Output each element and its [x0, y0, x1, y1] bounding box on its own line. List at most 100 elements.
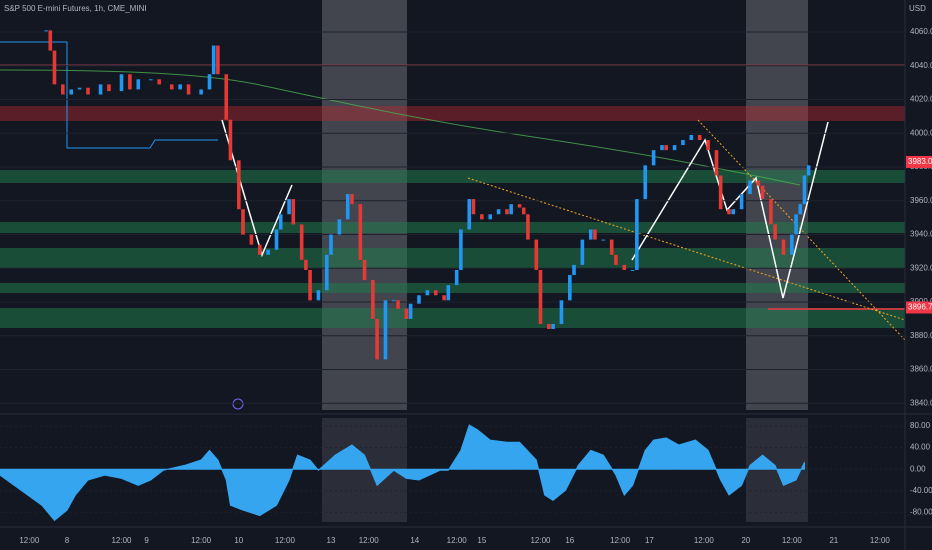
- y-tick-label: 3960.00: [910, 196, 932, 205]
- candle: [718, 175, 723, 210]
- y-tick-label: 3920.00: [910, 263, 932, 272]
- x-tick-label: 12:00: [191, 536, 212, 545]
- candle: [404, 308, 409, 319]
- candle: [572, 264, 576, 276]
- x-tick-label: 12:00: [19, 536, 40, 545]
- x-tick-label: 20: [741, 536, 750, 545]
- candle: [446, 285, 451, 301]
- candle: [345, 194, 350, 220]
- candle: [534, 239, 539, 270]
- y-tick-label: 0.00: [910, 464, 926, 473]
- candle: [178, 84, 182, 90]
- candle: [756, 180, 761, 186]
- x-tick-label: 8: [65, 536, 70, 545]
- candle: [467, 199, 472, 230]
- candle: [287, 199, 291, 215]
- candle: [77, 87, 82, 90]
- candle: [798, 204, 803, 215]
- x-tick-label: 12:00: [694, 536, 715, 545]
- y-tick-label: 3940.00: [910, 230, 932, 239]
- candle: [107, 84, 111, 92]
- candle: [471, 199, 476, 215]
- candle: [396, 300, 400, 309]
- x-tick-label: 10: [234, 536, 243, 545]
- candle: [199, 89, 203, 95]
- candle: [186, 84, 191, 95]
- support-zone: [0, 170, 905, 183]
- support-zone: [0, 308, 905, 328]
- candle: [308, 269, 312, 301]
- candle: [748, 180, 752, 195]
- y-tick-label: 4000.00: [910, 128, 932, 137]
- candle: [651, 150, 656, 166]
- candle: [61, 84, 65, 95]
- candle: [538, 269, 543, 324]
- candle: [383, 300, 388, 360]
- candle: [559, 300, 564, 324]
- x-tick-label: 17: [645, 536, 654, 545]
- candle: [375, 318, 379, 360]
- x-tick-label: 15: [477, 536, 486, 545]
- y-tick-label: 4020.00: [910, 95, 932, 104]
- support-zone: [0, 222, 905, 233]
- candle: [781, 239, 786, 255]
- candle: [664, 145, 668, 151]
- candle: [480, 214, 484, 220]
- trail-line: [0, 41, 218, 149]
- event-icon: [232, 398, 244, 410]
- session-shade: [746, 0, 808, 410]
- candle: [609, 239, 614, 255]
- candle: [86, 87, 90, 95]
- candle: [257, 244, 262, 255]
- y-tick-label: 4060.00: [910, 27, 932, 36]
- candle: [211, 45, 216, 75]
- candle: [588, 229, 593, 240]
- candle: [622, 264, 627, 270]
- candle: [442, 295, 446, 301]
- x-tick-label: 12:00: [447, 536, 468, 545]
- candle: [802, 175, 807, 205]
- candle: [337, 219, 342, 235]
- candle: [806, 165, 811, 176]
- x-tick-label: 12:00: [870, 536, 891, 545]
- x-tick-label: 12:00: [530, 536, 551, 545]
- y-tick-label: 40.00: [910, 443, 931, 452]
- candle: [672, 145, 677, 151]
- candle: [773, 224, 777, 240]
- candle: [350, 194, 354, 205]
- chart-title: S&P 500 E-mini Futures, 1h, CME_MINI: [4, 4, 147, 13]
- x-tick-label: 21: [829, 536, 838, 545]
- x-tick-label: 13: [327, 536, 336, 545]
- x-tick-label: 12:00: [111, 536, 132, 545]
- price-label: 3983.00: [908, 157, 932, 166]
- trend-line: [467, 177, 906, 321]
- candle: [459, 229, 463, 270]
- price-label: 3896.75: [908, 303, 932, 312]
- candle: [517, 204, 522, 208]
- candle: [69, 89, 74, 95]
- x-tick-label: 12:00: [782, 536, 803, 545]
- candle: [509, 204, 513, 215]
- arrow: [221, 119, 293, 258]
- candle: [568, 275, 572, 301]
- candle: [299, 224, 304, 260]
- candle: [48, 30, 53, 51]
- candle: [794, 214, 798, 235]
- oscillator-area: [0, 424, 805, 522]
- y-tick-label: -40.00: [910, 486, 932, 495]
- session-shade: [322, 0, 407, 410]
- candle: [291, 199, 296, 225]
- y-tick-label: 3880.00: [910, 331, 932, 340]
- candle: [769, 199, 773, 225]
- candle: [505, 209, 509, 215]
- candle: [739, 194, 744, 210]
- candle: [614, 254, 618, 265]
- candle: [136, 79, 141, 90]
- candle: [304, 259, 308, 270]
- candle: [408, 303, 413, 319]
- x-tick-label: 9: [144, 536, 149, 545]
- candle: [52, 50, 57, 85]
- y-tick-label: 3840.00: [910, 398, 932, 407]
- candle: [119, 74, 124, 92]
- candle: [316, 290, 321, 301]
